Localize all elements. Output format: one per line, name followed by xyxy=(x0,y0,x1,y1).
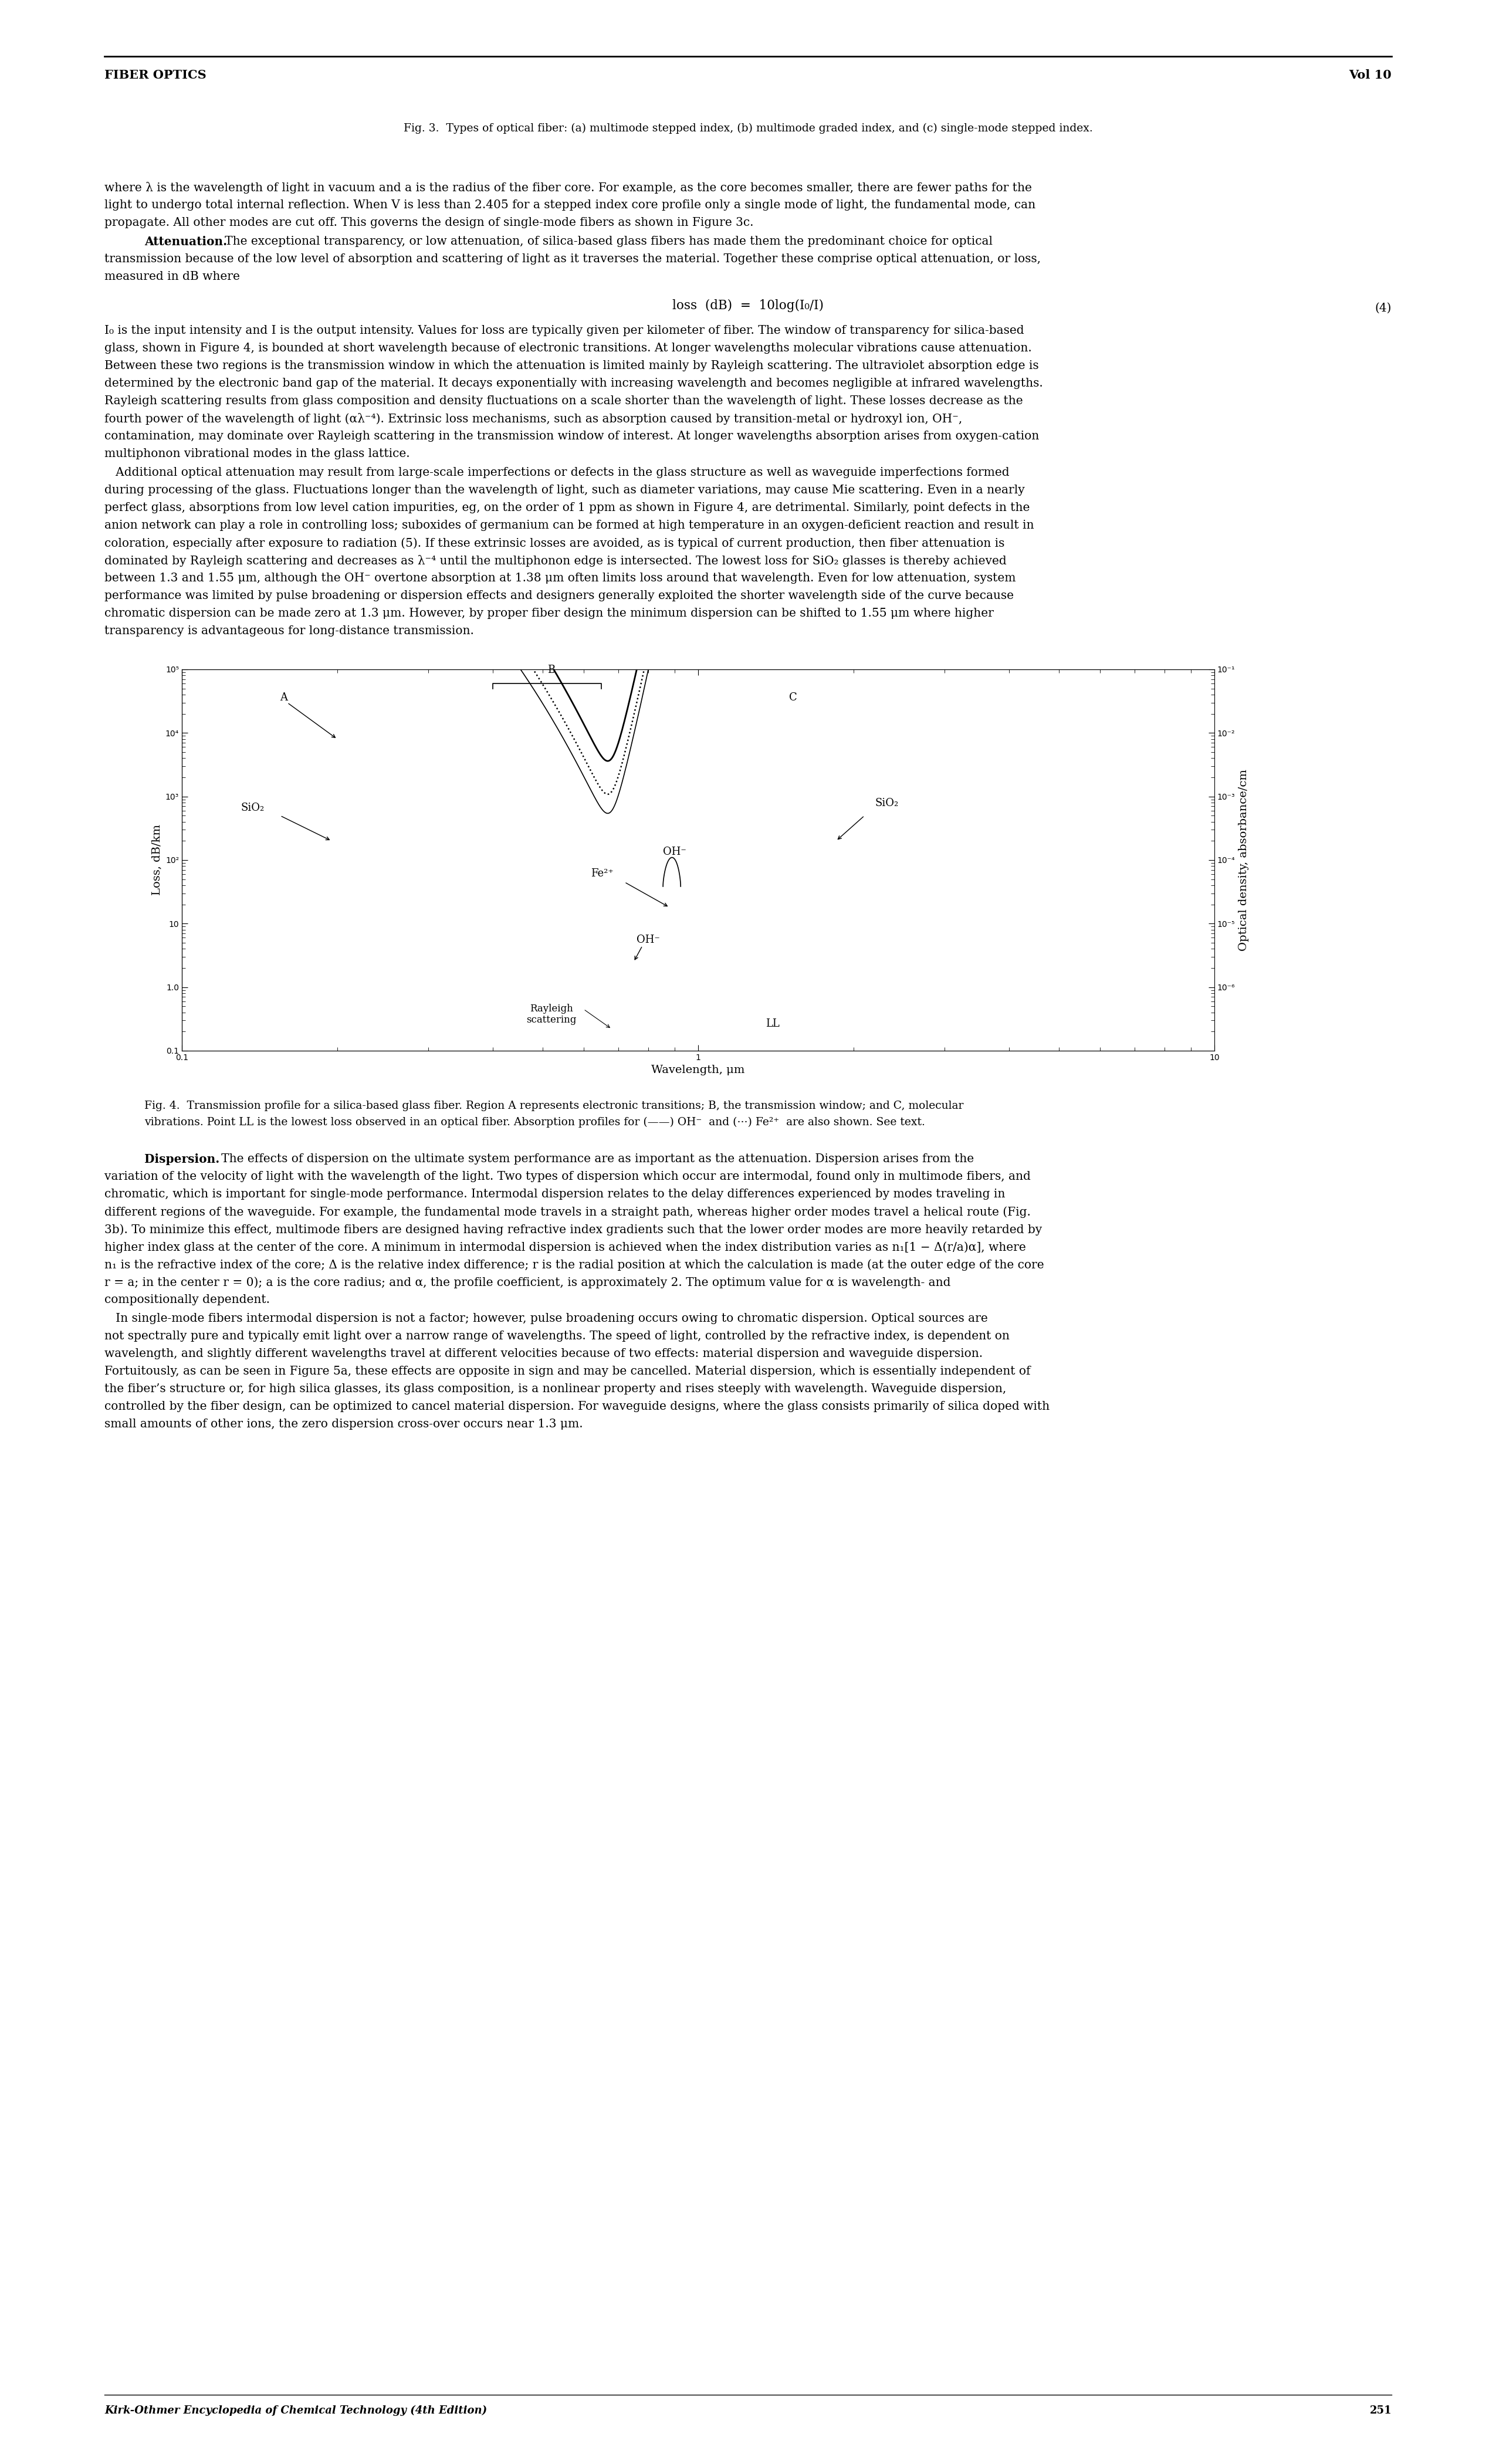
Text: r = a; in the center r = 0); a is the core radius; and α, the profile coefficien: r = a; in the center r = 0); a is the co… xyxy=(105,1276,950,1289)
Y-axis label: Optical density, absorbance/cm: Optical density, absorbance/cm xyxy=(1239,769,1249,951)
Text: Fortuitously, as can be seen in Figure 5a, these effects are opposite in sign an: Fortuitously, as can be seen in Figure 5… xyxy=(105,1365,1031,1377)
Text: light to undergo total internal reflection. When V is less than 2.405 for a step: light to undergo total internal reflecti… xyxy=(105,200,1035,209)
Text: SiO₂: SiO₂ xyxy=(875,798,899,808)
Text: Rayleigh scattering results from glass composition and density fluctuations on a: Rayleigh scattering results from glass c… xyxy=(105,394,1023,407)
Text: the fiber’s structure or, for high silica glasses, its glass composition, is a n: the fiber’s structure or, for high silic… xyxy=(105,1382,1007,1395)
Text: transmission because of the low level of absorption and scattering of light as i: transmission because of the low level of… xyxy=(105,254,1041,264)
Text: higher index glass at the center of the core. A minimum in intermodal dispersion: higher index glass at the center of the … xyxy=(105,1242,1026,1252)
Y-axis label: Loss, dB/km: Loss, dB/km xyxy=(151,825,162,894)
Text: OH⁻: OH⁻ xyxy=(663,848,687,857)
Text: SiO₂: SiO₂ xyxy=(241,803,265,813)
Text: 3b). To minimize this effect, multimode fibers are designed having refractive in: 3b). To minimize this effect, multimode … xyxy=(105,1225,1043,1234)
Text: (4): (4) xyxy=(1375,303,1391,313)
Text: chromatic dispersion can be made zero at 1.3 μm. However, by proper fiber design: chromatic dispersion can be made zero at… xyxy=(105,609,993,618)
Text: C: C xyxy=(788,692,797,702)
Text: perfect glass, absorptions from low level cation impurities, eg, on the order of: perfect glass, absorptions from low leve… xyxy=(105,503,1029,513)
Text: anion network can play a role in controlling loss; suboxides of germanium can be: anion network can play a role in control… xyxy=(105,520,1034,530)
Text: not spectrally pure and typically emit light over a narrow range of wavelengths.: not spectrally pure and typically emit l… xyxy=(105,1331,1010,1343)
X-axis label: Wavelength, μm: Wavelength, μm xyxy=(651,1064,745,1077)
Text: during processing of the glass. Fluctuations longer than the wavelength of light: during processing of the glass. Fluctuat… xyxy=(105,485,1025,495)
Text: LL: LL xyxy=(766,1018,779,1030)
Text: where λ is the wavelength of light in vacuum and a is the radius of the fiber co: where λ is the wavelength of light in va… xyxy=(105,182,1032,195)
Text: FIBER OPTICS: FIBER OPTICS xyxy=(105,69,206,81)
Text: determined by the electronic band gap of the material. It decays exponentially w: determined by the electronic band gap of… xyxy=(105,377,1043,389)
Text: Between these two regions is the transmission window in which the attenuation is: Between these two regions is the transmi… xyxy=(105,360,1038,372)
Text: performance was limited by pulse broadening or dispersion effects and designers : performance was limited by pulse broaden… xyxy=(105,591,1014,601)
Text: small amounts of other ions, the zero dispersion cross-over occurs near 1.3 μm.: small amounts of other ions, the zero di… xyxy=(105,1419,583,1429)
Text: The exceptional transparency, or low attenuation, of silica-based glass fibers h: The exceptional transparency, or low att… xyxy=(214,237,993,246)
Text: contamination, may dominate over Rayleigh scattering in the transmission window : contamination, may dominate over Rayleig… xyxy=(105,431,1040,441)
Text: Kirk-Othmer Encyclopedia of Chemical Technology (4th Edition): Kirk-Othmer Encyclopedia of Chemical Tec… xyxy=(105,2405,488,2417)
Text: vibrations. Point LL is the lowest loss observed in an optical fiber. Absorption: vibrations. Point LL is the lowest loss … xyxy=(144,1116,925,1129)
Text: A: A xyxy=(280,692,287,702)
Text: Fig. 3.  Types of optical fiber: (a) multimode stepped index, (b) multimode grad: Fig. 3. Types of optical fiber: (a) mult… xyxy=(404,123,1092,133)
Text: The effects of dispersion on the ultimate system performance are as important as: The effects of dispersion on the ultimat… xyxy=(209,1153,974,1165)
Text: Additional optical attenuation may result from large-scale imperfections or defe: Additional optical attenuation may resul… xyxy=(105,468,1010,478)
Text: n₁ is the refractive index of the core; Δ is the relative index difference; r is: n₁ is the refractive index of the core; … xyxy=(105,1259,1044,1271)
Text: different regions of the waveguide. For example, the fundamental mode travels in: different regions of the waveguide. For … xyxy=(105,1207,1031,1217)
Text: dominated by Rayleigh scattering and decreases as λ⁻⁴ until the multiphonon edge: dominated by Rayleigh scattering and dec… xyxy=(105,554,1007,567)
Text: wavelength, and slightly different wavelengths travel at different velocities be: wavelength, and slightly different wavel… xyxy=(105,1348,983,1360)
Text: between 1.3 and 1.55 μm, although the OH⁻ overtone absorption at 1.38 μm often l: between 1.3 and 1.55 μm, although the OH… xyxy=(105,572,1016,584)
Text: OH⁻: OH⁻ xyxy=(636,934,660,946)
Text: loss  (dB)  =  10log(I₀/I): loss (dB) = 10log(I₀/I) xyxy=(672,298,824,313)
Text: compositionally dependent.: compositionally dependent. xyxy=(105,1294,269,1306)
Text: 251: 251 xyxy=(1369,2405,1391,2415)
Text: transparency is advantageous for long-distance transmission.: transparency is advantageous for long-di… xyxy=(105,626,474,636)
Text: B: B xyxy=(548,665,555,675)
Text: Fe²⁺: Fe²⁺ xyxy=(591,867,613,880)
Text: propagate. All other modes are cut off. This governs the design of single-mode f: propagate. All other modes are cut off. … xyxy=(105,217,754,229)
Text: I₀ is the input intensity and I is the output intensity. Values for loss are typ: I₀ is the input intensity and I is the o… xyxy=(105,325,1025,335)
Text: coloration, especially after exposure to radiation (5). If these extrinsic losse: coloration, especially after exposure to… xyxy=(105,537,1005,549)
Text: Rayleigh
scattering: Rayleigh scattering xyxy=(527,1003,576,1025)
Text: variation of the velocity of light with the wavelength of the light. Two types o: variation of the velocity of light with … xyxy=(105,1170,1031,1183)
Text: Vol 10: Vol 10 xyxy=(1349,69,1391,81)
Text: Dispersion.: Dispersion. xyxy=(144,1153,220,1165)
Text: Fig. 4.  Transmission profile for a silica-based glass fiber. Region A represent: Fig. 4. Transmission profile for a silic… xyxy=(144,1101,963,1111)
Text: In single-mode fibers intermodal dispersion is not a factor; however, pulse broa: In single-mode fibers intermodal dispers… xyxy=(105,1313,987,1323)
Text: Attenuation.: Attenuation. xyxy=(144,237,227,246)
Text: controlled by the fiber design, can be optimized to cancel material dispersion. : controlled by the fiber design, can be o… xyxy=(105,1402,1050,1412)
Text: chromatic, which is important for single-mode performance. Intermodal dispersion: chromatic, which is important for single… xyxy=(105,1188,1005,1200)
Text: glass, shown in Figure 4, is bounded at short wavelength because of electronic t: glass, shown in Figure 4, is bounded at … xyxy=(105,342,1032,355)
Text: measured in dB where: measured in dB where xyxy=(105,271,239,283)
Text: multiphonon vibrational modes in the glass lattice.: multiphonon vibrational modes in the gla… xyxy=(105,448,410,458)
Text: fourth power of the wavelength of light (αλ⁻⁴). Extrinsic loss mechanisms, such : fourth power of the wavelength of light … xyxy=(105,414,962,424)
